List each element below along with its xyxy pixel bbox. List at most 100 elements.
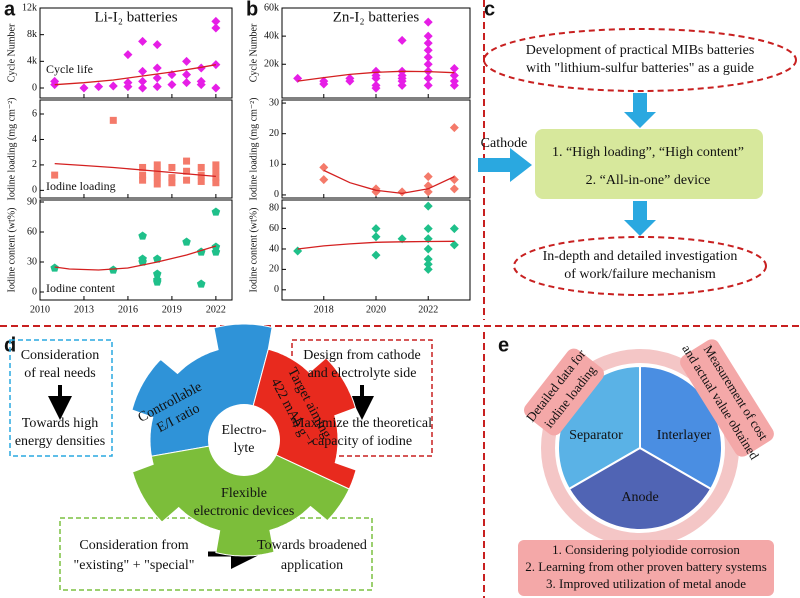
text: Maximize the theoretical [292,416,432,431]
gear-sector [131,439,350,557]
point [139,176,147,184]
fit-line [323,169,455,195]
point [212,167,220,175]
point [196,80,206,90]
point [423,31,433,41]
text: application [281,558,343,573]
point [211,247,221,256]
box [524,348,604,436]
point [183,176,191,184]
text: "existing" + "special" [74,558,195,573]
point [152,82,162,92]
y-tick-label: 20k [264,59,279,70]
plot-frame [281,99,471,199]
y-tick-label: 40 [269,243,279,254]
point [371,232,381,242]
x-tick-label: 2016 [118,304,138,315]
y-tick-label: 60 [27,226,37,237]
arrow [478,148,532,182]
point [319,175,329,185]
point [153,277,162,286]
point [449,184,459,194]
y-axis-label: Cycle Number [248,23,259,82]
point [197,163,205,171]
point [211,16,221,26]
point [449,240,459,250]
text: Flexible [221,486,267,501]
text: and electrolyte side [308,366,417,381]
x-tick-label: 2010 [30,304,50,315]
plot-frame [39,7,233,99]
point [212,161,220,169]
y-tick-label: 4 [32,134,37,145]
point [139,163,147,171]
sector-label: Interlayer [657,428,712,443]
point [212,174,220,182]
text: 1. Considering polyiodide corrosion [552,542,740,557]
fit-line [297,240,455,250]
ellipse [513,236,767,296]
fit-line [54,64,217,86]
x-tick-label: 2020 [366,304,386,315]
point [183,167,191,175]
point [123,50,133,60]
annotation: Iodine loading [46,179,116,193]
point [293,73,303,83]
point [371,250,381,260]
point [423,254,433,264]
point [50,80,60,90]
y-tick-label: 60 [269,223,279,234]
y-tick-label: 12k [22,2,37,13]
point [423,264,433,274]
text: capacity of iodine [312,434,412,449]
point [345,76,355,86]
point [123,82,133,92]
panel-c [478,28,797,296]
point [423,38,433,48]
fit-line [297,70,455,82]
box [518,540,774,596]
point [138,66,148,76]
point [293,246,303,256]
panel-label: e [498,334,509,356]
point [152,40,162,50]
point [423,59,433,69]
panel-label: c [484,0,495,20]
point [182,78,192,88]
point [138,36,148,46]
point [211,23,221,33]
sector-label: Anode [621,490,658,505]
point [423,52,433,62]
panel-label: a [4,0,16,20]
point [108,81,118,91]
point [449,224,459,234]
y-tick-label: 30 [27,256,37,267]
sector-label: Separator [569,428,623,443]
y-tick-label: 10 [269,159,279,170]
point [423,17,433,27]
text: lyte [234,441,255,456]
x-tick-label: 2019 [162,304,182,315]
point [182,56,192,66]
box [535,129,763,199]
ellipse [483,28,797,92]
point [211,207,221,216]
point [153,180,161,188]
y-tick-label: 0 [274,189,279,200]
text: Design from cathode [303,348,420,363]
point [168,163,176,171]
point [197,177,205,185]
point [212,179,220,187]
text: 3. Improved utilization of metal anode [546,576,746,591]
point [94,82,104,92]
plot-frame [39,199,233,301]
point [449,123,459,133]
chart-title: Li-I₂ batteries [94,9,177,25]
point [449,175,459,185]
point [449,63,459,73]
panel-label: b [246,0,258,20]
text: of real needs [24,366,96,381]
point [196,279,206,288]
y-tick-label: 4k [27,56,37,67]
point [397,80,407,90]
